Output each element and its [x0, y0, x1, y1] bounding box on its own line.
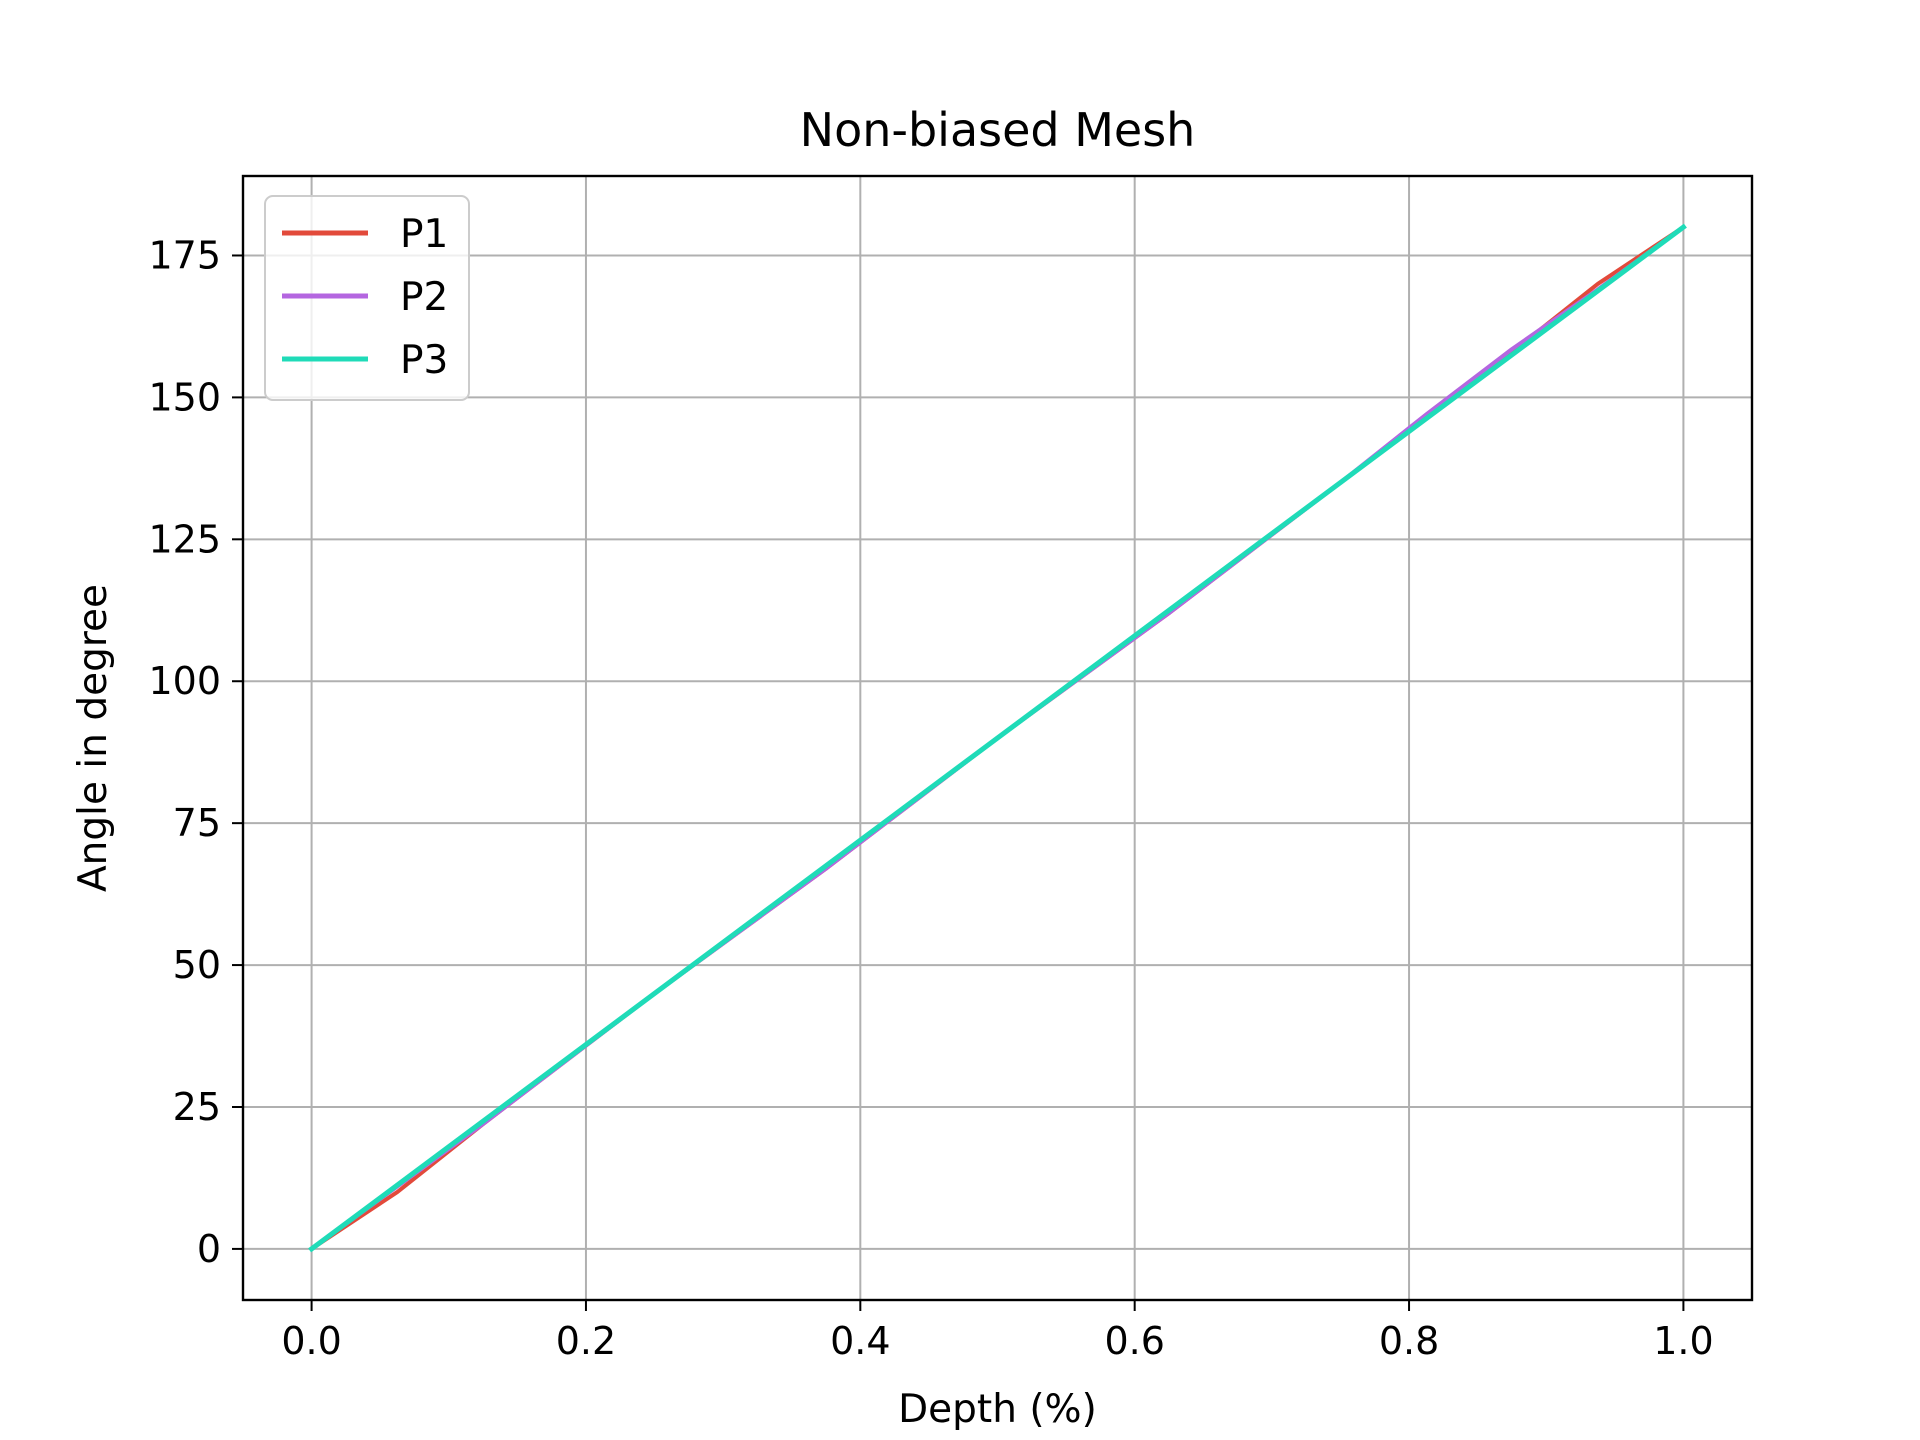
y-tick-label: 0: [197, 1227, 221, 1271]
x-tick-label: 1.0: [1653, 1319, 1713, 1363]
legend-label-p2: P2: [400, 275, 448, 320]
legend-label-p3: P3: [400, 338, 448, 383]
grid-lines: [243, 176, 1752, 1300]
legend-label-p1: P1: [400, 212, 448, 257]
y-tick-label: 25: [173, 1085, 221, 1129]
series-line-p3: [308, 223, 1687, 1253]
x-tick-label: 0.4: [830, 1319, 890, 1363]
chart-title: Non-biased Mesh: [800, 103, 1196, 157]
y-tick-label: 175: [148, 233, 221, 277]
x-tick-label: 0.0: [281, 1319, 341, 1363]
y-tick-label: 50: [173, 943, 221, 987]
axis-ticks: 0.0 0.2 0.4 0.6 0.8 1.0 0 25 50 75 100 125 150 175: [148, 233, 1713, 1363]
x-tick-label: 0.8: [1379, 1319, 1439, 1363]
y-axis-label: Angle in degree: [71, 584, 116, 892]
y-tick-label: 125: [148, 517, 221, 561]
plot-frame: [241, 174, 1754, 1302]
y-tick-label: 150: [148, 375, 221, 419]
legend: P1 P2 P3: [264, 195, 470, 401]
y-tick-label: 100: [148, 659, 221, 703]
y-tick-label: 75: [173, 801, 221, 845]
series-lines: [308, 223, 1687, 1253]
x-tick-label: 0.2: [556, 1319, 616, 1363]
x-axis-label: Depth (%): [898, 1387, 1097, 1432]
x-tick-label: 0.6: [1104, 1319, 1164, 1363]
